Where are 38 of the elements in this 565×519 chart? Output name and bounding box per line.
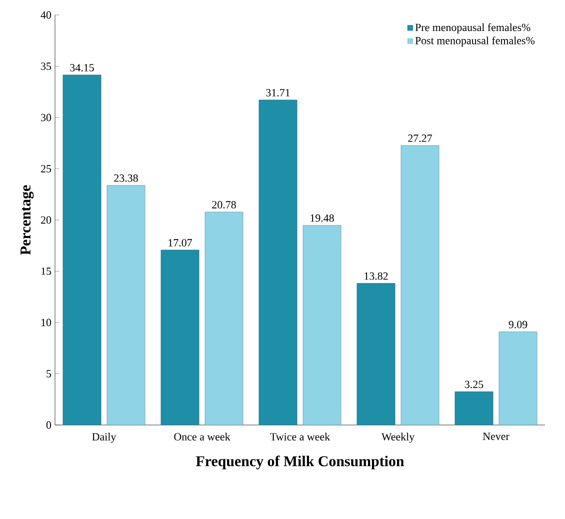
y-tick-label: 30 <box>41 114 52 122</box>
x-tick-label: Twice a week <box>270 432 330 440</box>
legend-label: Post menopausal females% <box>415 36 535 47</box>
bar <box>258 100 298 425</box>
bar <box>62 74 102 425</box>
y-tick-label: 10 <box>41 318 52 326</box>
y-tick-label: 40 <box>40 11 52 19</box>
bar <box>356 283 396 425</box>
data-label: 20.78 <box>212 201 236 208</box>
data-label: 19.48 <box>310 214 334 222</box>
bar <box>204 212 244 425</box>
data-label: 13.82 <box>364 272 388 280</box>
y-tick-label: 15 <box>41 268 52 275</box>
data-label: 31.71 <box>266 89 290 96</box>
y-tick-label: 5 <box>46 370 52 378</box>
x-axis-title: Frequency of Milk Consumption <box>196 456 404 470</box>
x-tick-label: Daily <box>92 432 116 443</box>
bar <box>498 332 538 425</box>
bar <box>302 225 342 425</box>
data-label: 34.15 <box>70 64 94 72</box>
y-axis-title: Percentage <box>20 185 34 255</box>
y-tick-label: 20 <box>41 216 52 224</box>
data-label: 3.25 <box>464 380 484 388</box>
y-tick-label: 35 <box>41 62 52 70</box>
y-tick-label: 0 <box>46 421 52 429</box>
y-tick-label: 25 <box>41 165 52 172</box>
x-tick-label: Weekly <box>381 432 415 443</box>
bar <box>400 145 440 425</box>
bar <box>454 391 494 425</box>
bar <box>106 185 146 425</box>
data-label: 17.07 <box>168 239 192 247</box>
data-label: 27.27 <box>408 134 432 142</box>
x-tick-label: Never <box>482 432 510 440</box>
data-label: 23.38 <box>114 174 138 182</box>
x-tick-label: Once a week <box>174 432 230 440</box>
bar <box>160 250 200 425</box>
legend-label: Pre menopausal females% <box>415 23 530 34</box>
data-label: 9.09 <box>508 320 528 328</box>
